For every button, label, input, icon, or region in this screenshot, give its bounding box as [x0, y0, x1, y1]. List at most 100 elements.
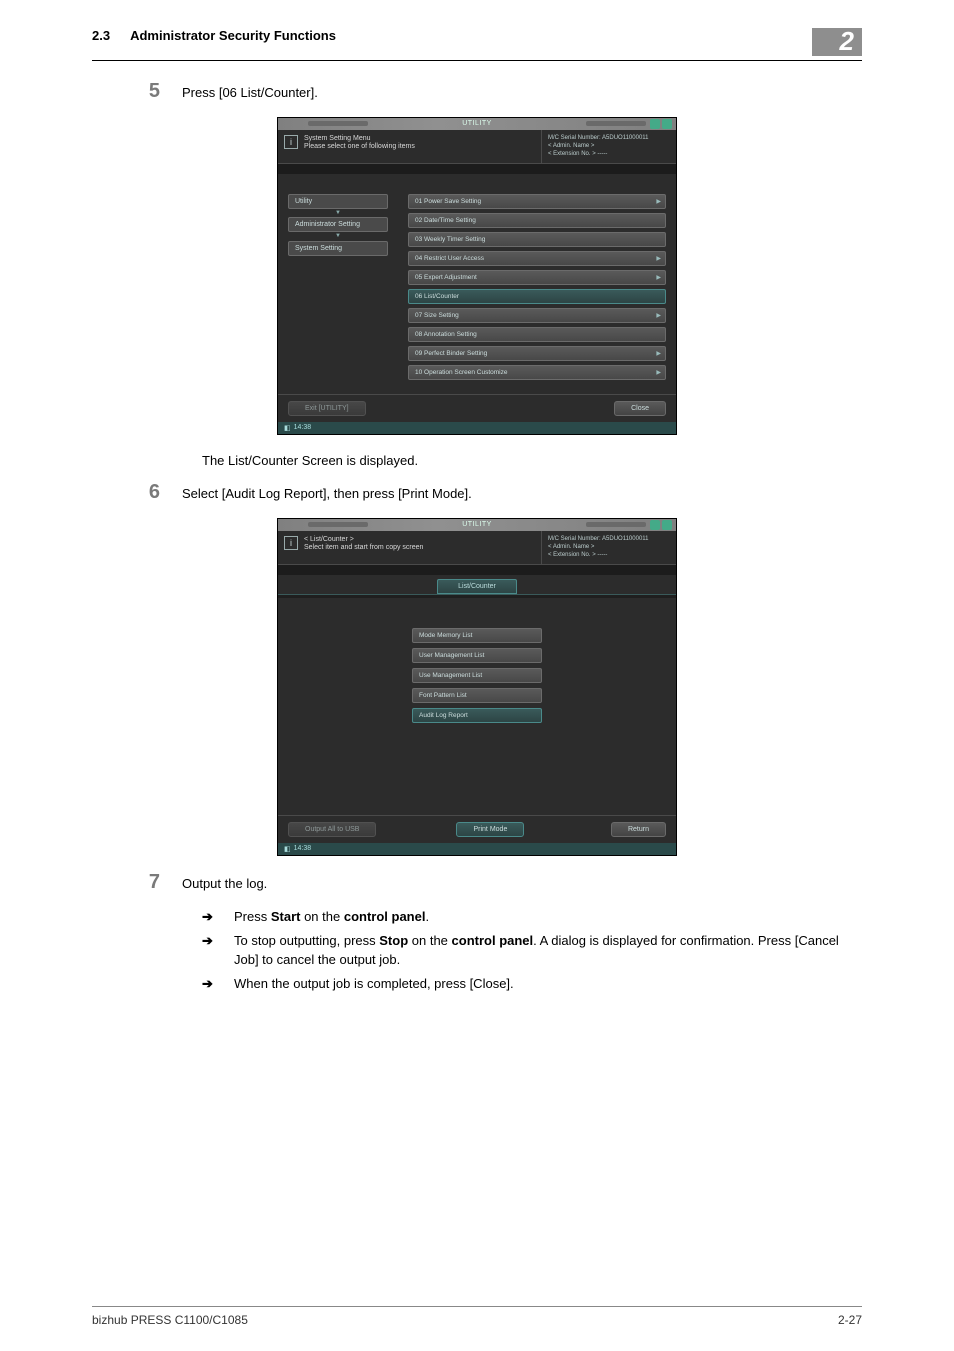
return-button[interactable]: Return [611, 822, 666, 837]
menu-operation-screen[interactable]: 10 Operation Screen Customize▶ [408, 365, 666, 380]
arrow-icon: ➔ [202, 974, 226, 994]
ss-header-right: M/C Serial Number: A5DUO11000011 < Admin… [541, 531, 676, 564]
admin-name-label: < Admin. Name > [548, 543, 670, 551]
screenshot-list-counter: UTILITY i < List/Counter > Select item a… [277, 518, 677, 856]
step-6: 6 Select [Audit Log Report], then press … [92, 482, 862, 504]
output-all-usb-button[interactable]: Output All to USB [288, 822, 376, 837]
breadcrumb-system-setting[interactable]: System Setting [288, 241, 388, 256]
txt: on the [300, 909, 343, 924]
menu-user-management-list[interactable]: User Management List [412, 648, 542, 663]
serial-value: A5DUO11000011 [602, 135, 648, 141]
menu-audit-log-report[interactable]: Audit Log Report [412, 708, 542, 723]
ss-header: i < List/Counter > Select item and start… [278, 531, 676, 565]
menu-font-pattern-list[interactable]: Font Pattern List [412, 688, 542, 703]
ss-header-text: System Setting Menu Please select one of… [304, 135, 415, 152]
menu-label: 04 Restrict User Access [415, 255, 484, 262]
bullet-text: Press Start on the control panel. [234, 907, 429, 927]
menu-label: 08 Annotation Setting [415, 331, 477, 338]
ss-header-line2: Please select one of following items [304, 143, 415, 151]
ss-header-line1: < List/Counter > [304, 536, 423, 544]
step-text: Press [06 List/Counter]. [182, 81, 862, 103]
info-icon: i [284, 135, 298, 149]
memory-icon: ◧ [284, 424, 291, 432]
menu-list-counter[interactable]: 06 List/Counter [408, 289, 666, 304]
ext-no-label: < Extension No. > [548, 151, 596, 157]
chevron-right-icon: ▶ [656, 198, 661, 205]
step-text: Select [Audit Log Report], then press [P… [182, 482, 862, 504]
chevron-right-icon: ▶ [656, 274, 661, 281]
footer-product: bizhub PRESS C1100/C1085 [92, 1313, 248, 1327]
menu-label: 09 Perfect Binder Setting [415, 350, 487, 357]
step-5: 5 Press [06 List/Counter]. [92, 81, 862, 103]
arrow-icon: ➔ [202, 907, 226, 927]
ss-topbar-title: UTILITY [462, 521, 492, 528]
ss-footer: Output All to USB Print Mode Return [278, 815, 676, 843]
arrow-icon: ➔ [202, 931, 226, 970]
content: 5 Press [06 List/Counter]. UTILITY i Sys… [92, 81, 862, 993]
section-number: 2.3 [92, 28, 110, 43]
txt: on the [408, 933, 451, 948]
breadcrumb-admin-setting[interactable]: Administrator Setting [288, 217, 388, 232]
ss-columns: Utility ▼ Administrator Setting ▼ System… [288, 194, 666, 380]
menu-annotation[interactable]: 08 Annotation Setting [408, 327, 666, 342]
chevron-right-icon: ▶ [656, 350, 661, 357]
chevron-right-icon: ▶ [656, 255, 661, 262]
ext-no-value: ----- [597, 151, 607, 157]
chapter-badge: 2 [812, 28, 862, 56]
menu-restrict-user[interactable]: 04 Restrict User Access ▶ [408, 251, 666, 266]
ss-body: List/Counter Mode Memory List User Manag… [278, 565, 676, 815]
ss-top-icons [650, 119, 672, 129]
print-mode-button[interactable]: Print Mode [456, 822, 524, 837]
menu-perfect-binder[interactable]: 09 Perfect Binder Setting ▶ [408, 346, 666, 361]
menu-size-setting[interactable]: 07 Size Setting ▶ [408, 308, 666, 323]
admin-name-label: < Admin. Name > [548, 142, 670, 150]
help-icon[interactable] [650, 119, 660, 129]
ss-topbar: UTILITY [278, 519, 676, 531]
ss-header-left: i < List/Counter > Select item and start… [278, 531, 541, 564]
menu-label: 01 Power Save Setting [415, 198, 481, 205]
bullet-text: When the output job is completed, press … [234, 974, 514, 994]
menu-label: 06 List/Counter [415, 293, 459, 300]
menu-use-management-list[interactable]: Use Management List [412, 668, 542, 683]
step-number: 5 [92, 81, 160, 103]
accessibility-icon[interactable] [662, 520, 672, 530]
serial-value: A5DUO11000011 [602, 536, 648, 542]
bullet-1: ➔ Press Start on the control panel. [202, 907, 862, 927]
ss-topbar-title: UTILITY [462, 120, 492, 127]
bullet-2: ➔ To stop outputting, press Stop on the … [202, 931, 862, 970]
menu-weekly-timer[interactable]: 03 Weekly Timer Setting [408, 232, 666, 247]
help-icon[interactable] [650, 520, 660, 530]
menu-expert-adjustment[interactable]: 05 Expert Adjustment ▶ [408, 270, 666, 285]
ss-time: 14:38 [294, 845, 312, 852]
chevron-right-icon: ▶ [656, 312, 661, 319]
menu-label: 03 Weekly Timer Setting [415, 236, 485, 243]
txt-bold: Stop [379, 933, 408, 948]
menu-label: 07 Size Setting [415, 312, 459, 319]
serial-label: M/C Serial Number: [548, 135, 601, 141]
section-title: Administrator Security Functions [130, 28, 336, 43]
ss-dark-strip [278, 164, 676, 174]
menu-mode-memory-list[interactable]: Mode Memory List [412, 628, 542, 643]
ext-no-value: ----- [597, 552, 607, 558]
breadcrumb-utility[interactable]: Utility [288, 194, 388, 209]
txt: . [425, 909, 429, 924]
step-number: 6 [92, 482, 160, 504]
bullet-3: ➔ When the output job is completed, pres… [202, 974, 862, 994]
ss-time: 14:38 [294, 424, 312, 431]
ss-header-left: i System Setting Menu Please select one … [278, 130, 541, 163]
close-button[interactable]: Close [614, 401, 666, 416]
menu-label: 05 Expert Adjustment [415, 274, 477, 281]
triangle-icon: ▼ [288, 234, 388, 239]
menu-date-time[interactable]: 02 Date/Time Setting [408, 213, 666, 228]
ss-body: Utility ▼ Administrator Setting ▼ System… [278, 164, 676, 394]
step-7: 7 Output the log. [92, 872, 862, 894]
header-rule [92, 60, 862, 61]
exit-utility-button[interactable]: Exit [UTILITY] [288, 401, 366, 416]
menu-power-save[interactable]: 01 Power Save Setting ▶ [408, 194, 666, 209]
info-icon: i [284, 536, 298, 550]
header-left: 2.3 Administrator Security Functions [92, 28, 336, 43]
accessibility-icon[interactable] [662, 119, 672, 129]
ss-dark-strip [278, 565, 676, 575]
list-counter-tab[interactable]: List/Counter [437, 579, 517, 594]
chevron-right-icon: ▶ [656, 369, 661, 376]
